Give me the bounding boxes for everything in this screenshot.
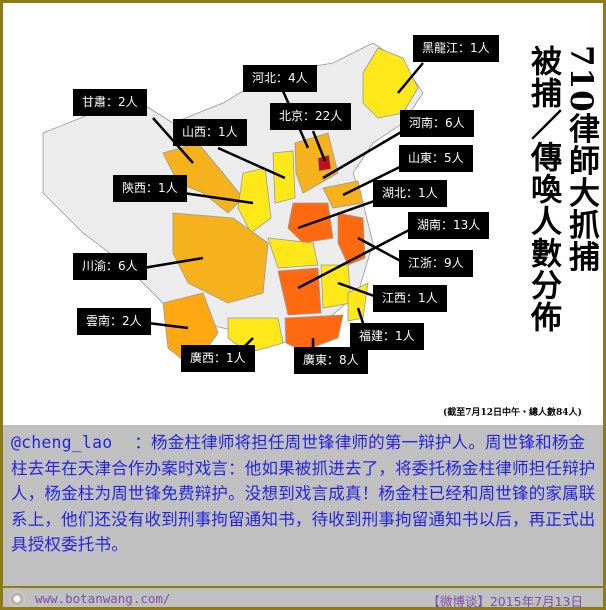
label-gansu: 甘肅：2人 xyxy=(73,89,147,116)
title-line-1: 710律師大抓捕 xyxy=(563,45,599,273)
site-link[interactable]: www.botanwang.com/ xyxy=(35,591,171,606)
label-guangdong: 廣東：8人 xyxy=(294,347,368,374)
label-guangxi: 廣西：1人 xyxy=(181,345,255,372)
label-fujian: 福建：1人 xyxy=(350,323,424,350)
label-hubei: 湖北：1人 xyxy=(373,180,447,207)
label-hunan: 湖南：13人 xyxy=(408,212,490,239)
post-body: ：杨金柱律师将担任周世锋律师的第一辩护人。周世锋和杨金柱去年在天津合作办案时戏言… xyxy=(11,433,596,554)
title-line-2: 被捕／傳喚人數分佈 xyxy=(525,45,561,333)
label-beijing: 北京：22人 xyxy=(270,103,352,130)
footer: www.botanwang.com/ 【微博谈】2015年7月13日 xyxy=(3,586,603,609)
post-date: 【微博谈】2015年7月13日 xyxy=(427,594,583,609)
map-infographic: 黑龍江：1人 河北：4人 甘肅：2人 北京：22人 河南：6人 山西：1人 山東… xyxy=(3,3,603,425)
label-shandong: 山東：5人 xyxy=(399,145,473,172)
label-heilongjiang: 黑龍江：1人 xyxy=(413,35,499,62)
region-hubei xyxy=(267,237,319,269)
label-yunnan: 雲南：2人 xyxy=(77,308,151,335)
post-user[interactable]: @cheng_lao xyxy=(11,433,113,452)
label-jiangzhe: 江浙：9人 xyxy=(399,250,473,277)
label-henan: 河南：6人 xyxy=(400,110,474,137)
label-shaanxi: 陝西：1人 xyxy=(113,175,187,202)
region-beijing xyxy=(317,154,332,172)
region-hebei xyxy=(294,132,339,194)
region-hunan xyxy=(277,267,322,316)
label-jiangxi: 江西：1人 xyxy=(373,285,447,312)
site-logo-icon xyxy=(9,591,25,607)
label-hebei: 河北：4人 xyxy=(243,65,317,92)
label-shanxi: 山西：1人 xyxy=(173,119,247,146)
map-title: 710律師大抓捕 被捕／傳喚人數分佈 xyxy=(508,45,599,333)
region-guangxi xyxy=(227,317,284,354)
post-frame: 黑龍江：1人 河北：4人 甘肅：2人 北京：22人 河南：6人 山西：1人 山東… xyxy=(3,3,603,609)
label-chuanyu: 川渝：6人 xyxy=(73,253,147,280)
region-heilongjiang xyxy=(362,47,419,119)
post-text: @cheng_lao ：杨金柱律师将担任周世锋律师的第一辩护人。周世锋和杨金柱去年… xyxy=(11,430,601,558)
region-sichuan xyxy=(172,212,269,304)
region-jiangzhe xyxy=(337,212,366,266)
region-guangdong xyxy=(284,314,344,352)
map-note: (截至7月12日中午・總人數84人) xyxy=(443,408,582,418)
